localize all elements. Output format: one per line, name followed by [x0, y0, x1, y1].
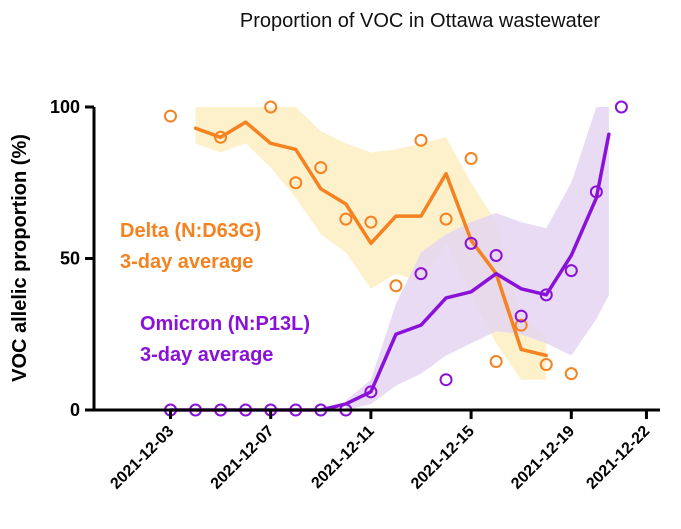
delta-data-point — [214, 130, 228, 144]
delta-data-point — [414, 133, 428, 147]
y-tick-label: 50 — [60, 249, 80, 269]
delta-data-point — [389, 279, 403, 293]
omicron-data-point — [364, 385, 378, 399]
delta-data-point — [439, 212, 453, 226]
omicron-annotation: Omicron (N:P13L) 3-day average — [140, 313, 310, 366]
omicron-data-point — [414, 267, 428, 281]
delta-label-line1: Delta (N:D63G) — [120, 220, 261, 242]
omicron-data-point — [489, 248, 503, 262]
delta-data-point — [539, 358, 553, 372]
omicron-data-point — [564, 264, 578, 278]
chart-title: Proportion of VOC in Ottawa wastewater — [240, 10, 600, 32]
y-axis-label: VOC allelic proportion (%) — [9, 134, 31, 382]
omicron-data-point — [614, 100, 628, 114]
omicron-data-point — [589, 185, 603, 199]
delta-data-point — [489, 355, 503, 369]
omicron-label-line2: 3-day average — [140, 344, 273, 366]
delta-data-point — [164, 109, 177, 123]
y-tick-label: 100 — [50, 97, 80, 117]
delta-data-point — [514, 318, 528, 332]
omicron-data-point — [514, 309, 528, 323]
delta-data-point — [464, 152, 478, 166]
delta-data-point — [364, 215, 378, 229]
delta-data-point — [339, 212, 353, 226]
omicron-data-point — [439, 373, 453, 387]
omicron-label-line1: Omicron (N:P13L) — [140, 313, 310, 335]
x-tick-label: 2021-12-03 — [107, 423, 177, 493]
delta-data-point — [264, 100, 278, 114]
delta-data-point — [314, 161, 328, 175]
x-tick-label: 2021-12-11 — [308, 423, 377, 492]
delta-data-point — [564, 367, 578, 381]
x-tick-label: 2021-12-15 — [408, 423, 478, 493]
delta-annotation: Delta (N:D63G) 3-day average — [120, 220, 261, 273]
x-tick-label: 2021-12-19 — [508, 423, 578, 493]
delta-data-point — [289, 176, 303, 190]
x-tick-label: 2021-12-22 — [583, 423, 653, 493]
omicron-data-point — [464, 236, 478, 250]
x-tick-label: 2021-12-07 — [208, 423, 278, 493]
omicron-band — [345, 107, 609, 410]
delta-average-line — [193, 120, 548, 358]
delta-label-line2: 3-day average — [120, 251, 253, 273]
y-tick-label: 0 — [70, 400, 80, 420]
omicron-data-point — [539, 288, 553, 302]
